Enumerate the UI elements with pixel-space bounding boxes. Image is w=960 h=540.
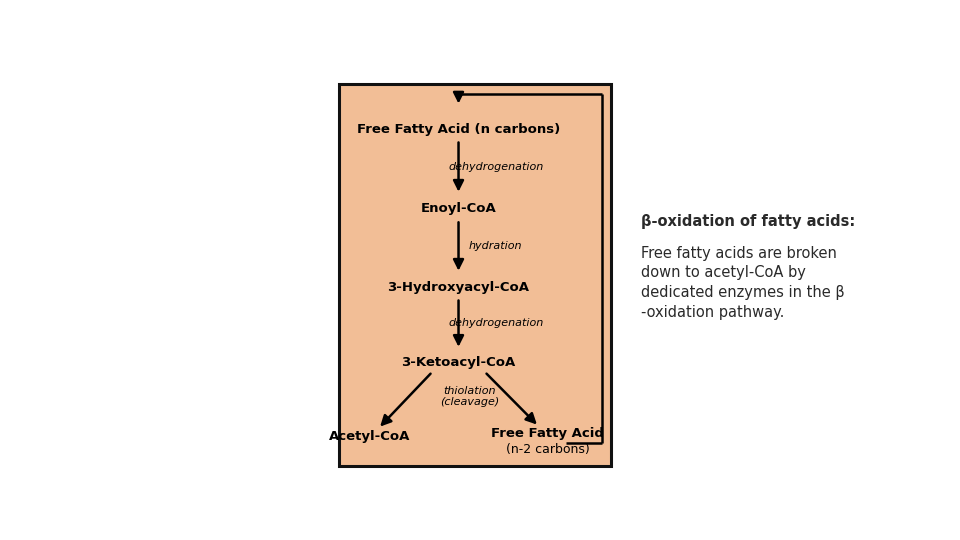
Text: Free Fatty Acid (n carbons): Free Fatty Acid (n carbons) [357, 123, 560, 136]
Text: hydration: hydration [469, 241, 522, 251]
Text: dehydrogenation: dehydrogenation [448, 318, 543, 328]
Text: thiolation: thiolation [444, 386, 496, 396]
Text: 3-Hydroxyacyl-CoA: 3-Hydroxyacyl-CoA [388, 281, 530, 294]
Text: Enoyl-CoA: Enoyl-CoA [420, 202, 496, 215]
Text: Free Fatty Acid: Free Fatty Acid [492, 427, 604, 440]
Text: (n-2 carbons): (n-2 carbons) [506, 443, 589, 456]
FancyBboxPatch shape [340, 84, 611, 466]
Text: Acetyl-CoA: Acetyl-CoA [328, 430, 410, 443]
Text: (cleavage): (cleavage) [440, 397, 499, 407]
Text: Free fatty acids are broken
down to acetyl-CoA by
dedicated enzymes in the β
-ox: Free fatty acids are broken down to acet… [641, 246, 845, 320]
Text: 3-Ketoacyl-CoA: 3-Ketoacyl-CoA [401, 356, 516, 369]
Text: dehydrogenation: dehydrogenation [448, 161, 543, 172]
Text: β-oxidation of fatty acids:: β-oxidation of fatty acids: [641, 214, 855, 230]
